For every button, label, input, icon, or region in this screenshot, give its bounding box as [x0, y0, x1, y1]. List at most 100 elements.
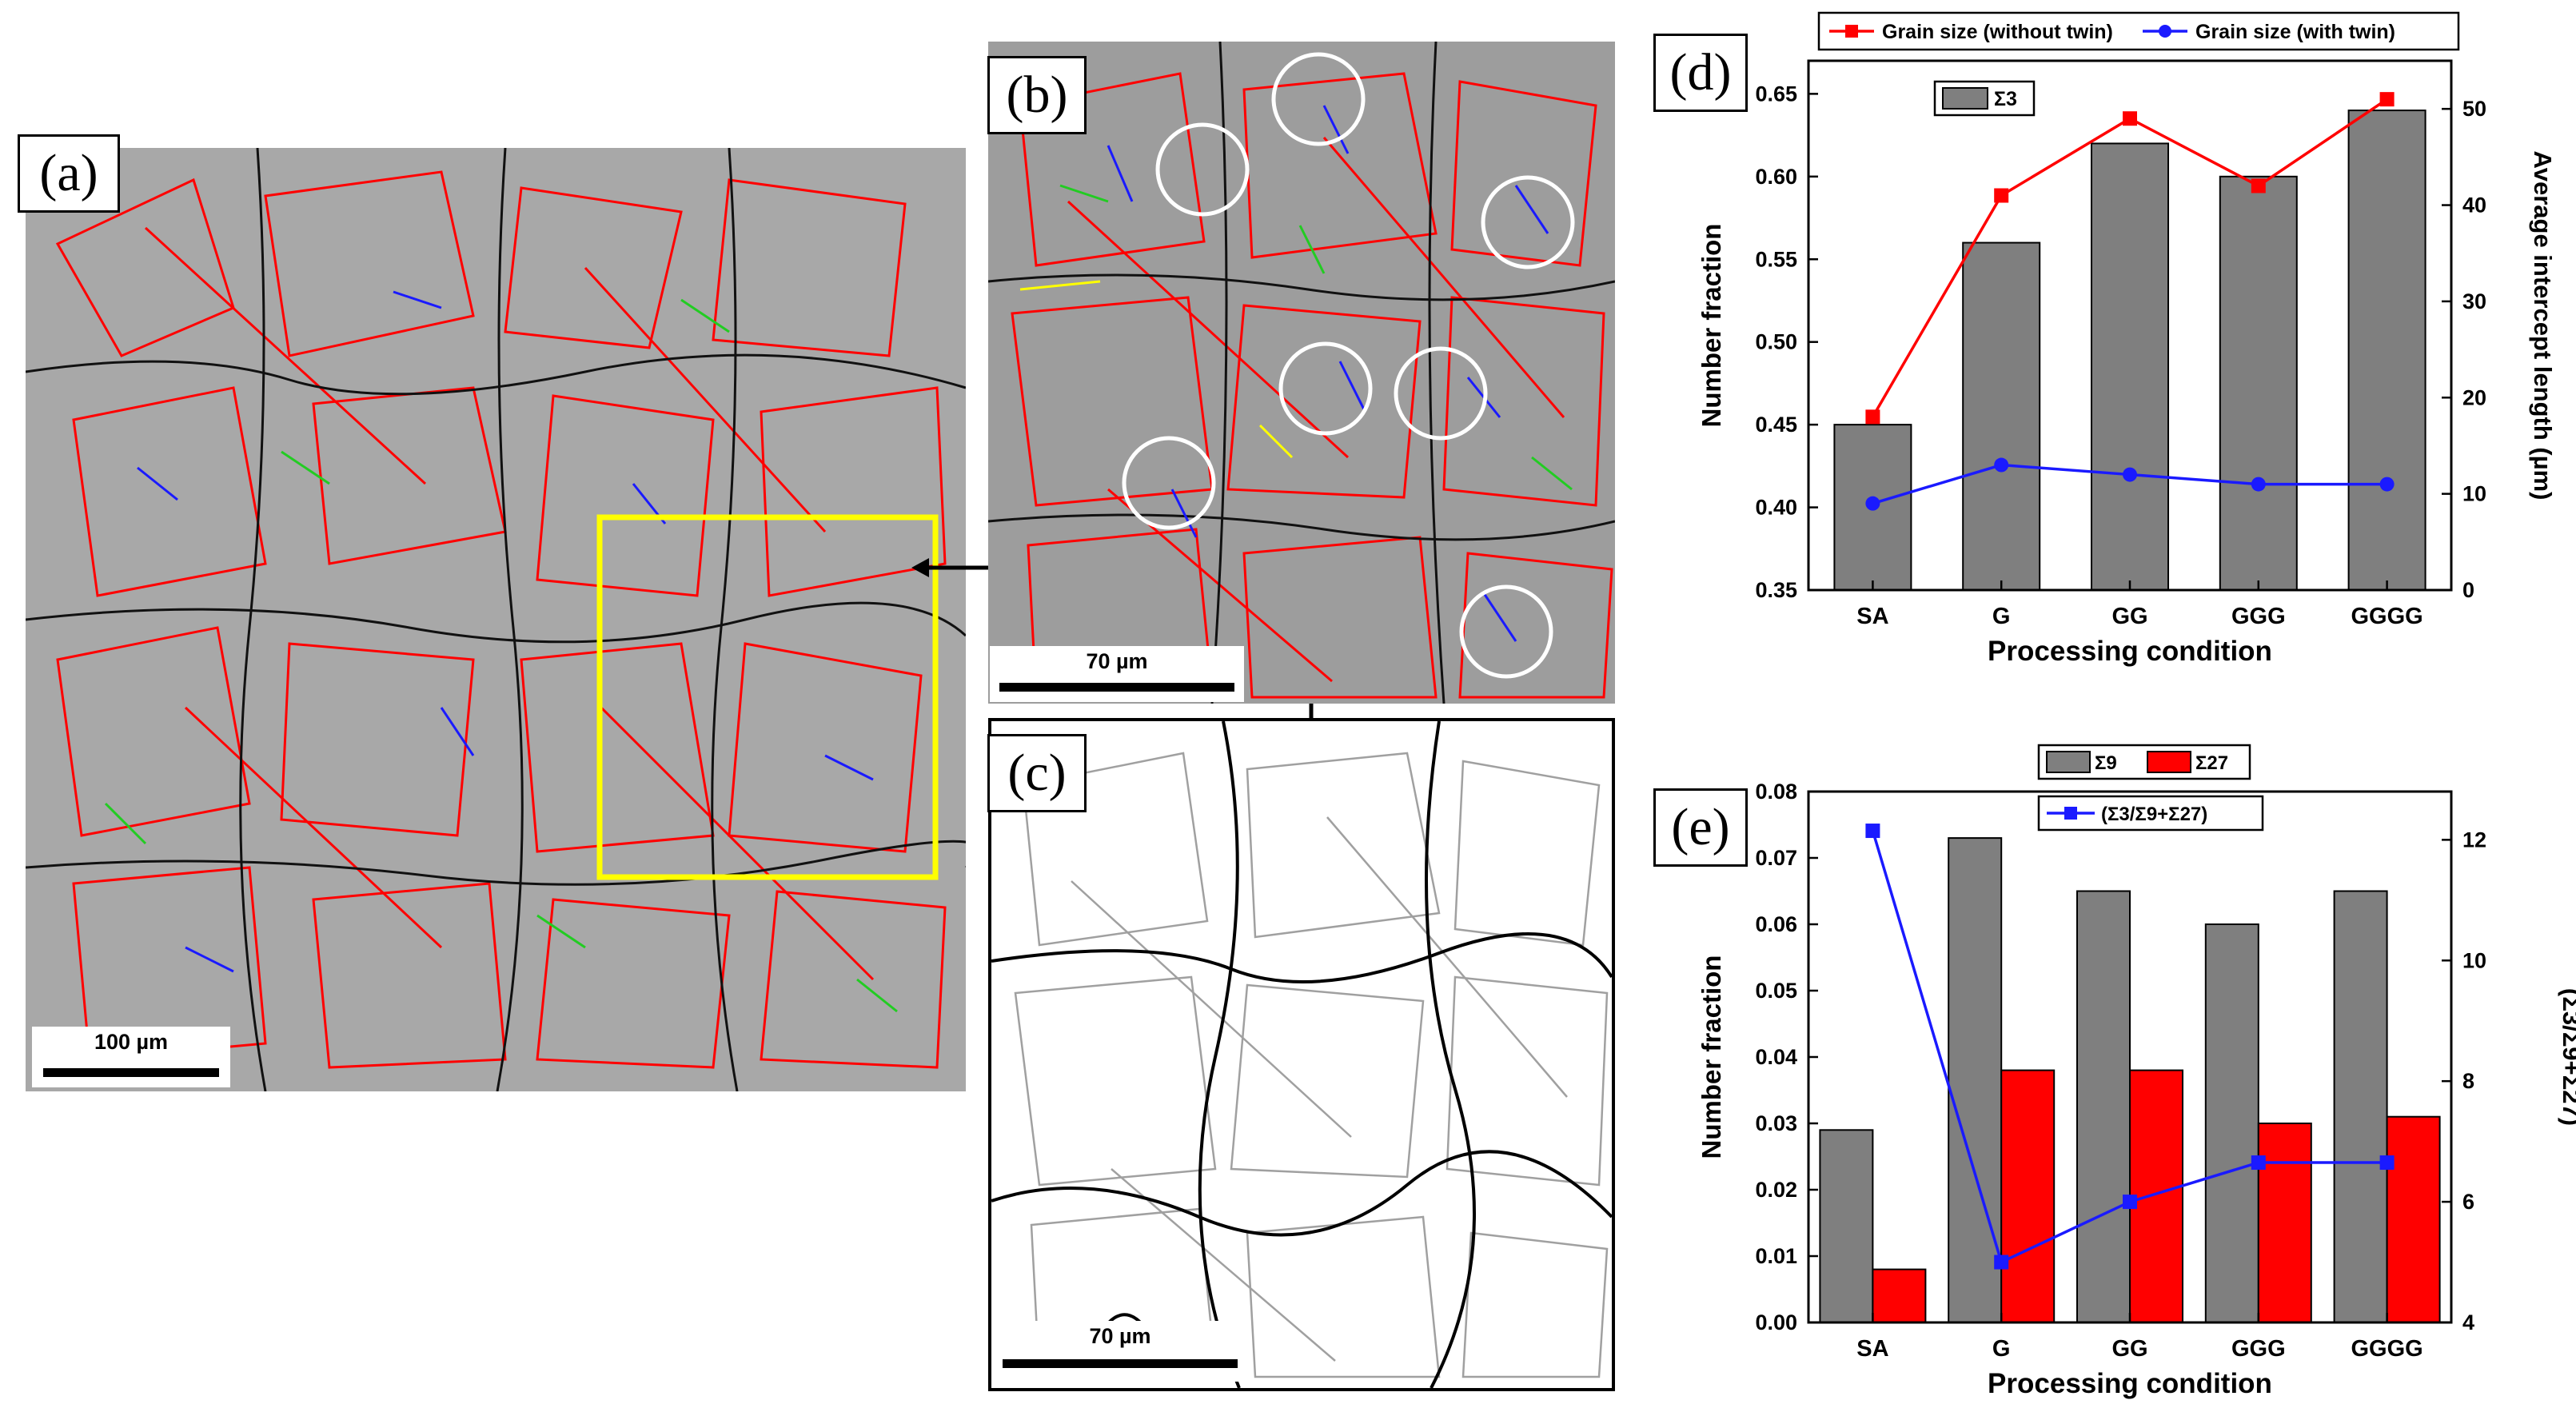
chart-e-legend-top-box [2037, 744, 2251, 780]
chart-e-bar-Σ27-GGG [2257, 1123, 2312, 1323]
chart-d-bar-Σ3-G [1962, 241, 2041, 591]
chart-e-ytick-label: 0.07 [1755, 846, 1797, 870]
chart-d-xtick-label: GGG [2231, 604, 2286, 629]
chart-d-legend-top-box [1817, 11, 2460, 51]
panel-label-d: (d) [1653, 34, 1748, 112]
chart-e-line-(Σ3/Σ9+Σ27) [1871, 830, 2387, 1264]
scale-bar-b: 70 µm [990, 646, 1244, 702]
chart-e-legend-swatch-sigma27 [2147, 751, 2191, 773]
chart-e-bar-Σ9-SA [1819, 1129, 1874, 1324]
chart-e-xtick-label: GGGG [2351, 1336, 2422, 1362]
chart-e-ytick-label: 0.05 [1755, 979, 1797, 1003]
scale-bar-c: 70 µm [993, 1321, 1247, 1382]
micrograph-c-boundaries [991, 721, 1612, 1388]
chart-d-point-Grain size (with twin)-GGG [2251, 477, 2266, 492]
chart-d-point-Grain size (without twin)-G [1994, 188, 2009, 203]
chart-e-ytick-label: 0.00 [1755, 1310, 1797, 1334]
chart-d-legend-swatch-sigma3 [1942, 87, 1988, 110]
chart-d-xtick-label: GGGG [2351, 604, 2422, 629]
chart-d-point-Grain size (without twin)-GG [2123, 111, 2137, 126]
chart-d-ytick-label: 0.40 [1755, 496, 1797, 520]
chart-d-ytick-label: 0.50 [1755, 330, 1797, 354]
chart-d-ylabel-right: Average intercept length (µm) [2529, 150, 2557, 500]
chart-e-legend-label-ratio: (Σ3/Σ9+Σ27) [2101, 804, 2207, 825]
zoom-region-box [596, 514, 939, 880]
chart-e-xtick-label: GGG [2231, 1336, 2286, 1362]
chart-e-ytick-label: 0.06 [1755, 912, 1797, 936]
chart-d-xtick-label: GG [2111, 604, 2147, 629]
chart-d-point-Grain size (with twin)-G [1994, 457, 2009, 473]
micrograph-a [26, 148, 966, 1091]
scale-bar-label-c: 70 µm [1089, 1324, 1151, 1348]
chart-d-y2tick-label: 40 [2462, 193, 2486, 217]
scale-bar-label-a: 100 µm [94, 1030, 169, 1054]
chart-e-bar-Σ9-GGG [2204, 923, 2259, 1323]
scale-bar-line-c [1003, 1359, 1238, 1368]
chart-e-y2tick-label: 8 [2462, 1069, 2474, 1093]
micrograph-c [988, 718, 1615, 1391]
chart-d-line-Grain size (with twin) [1872, 463, 2387, 505]
chart-d-point-Grain size (without twin)-GGG [2251, 178, 2266, 193]
chart-d-bar-Σ3-GG [2091, 142, 2169, 591]
chart-d-xtick-label: G [1992, 604, 2011, 629]
chart-e-y2tick-label: 6 [2462, 1190, 2474, 1214]
chart-e-bar-Σ9-GGGG [2333, 890, 2388, 1323]
chart-d-ytick-label: 0.35 [1755, 578, 1797, 602]
panel-label-b: (b) [987, 56, 1087, 134]
chart-e-bar-Σ27-SA [1872, 1268, 1927, 1323]
chart-e-ytick-label: 0.04 [1755, 1045, 1797, 1069]
chart-d-legend-label-Grain size (with twin): Grain size (with twin) [2195, 21, 2395, 43]
chart-e-ytick-label: 0.01 [1755, 1244, 1797, 1268]
chart-e-point-(Σ3/Σ9+Σ27)-G [1994, 1254, 2009, 1270]
chart-e-legend-marker-ratio [2064, 807, 2077, 820]
scale-bar-line-a [43, 1068, 219, 1077]
chart-e-ylabel-right: (Σ3/Σ9+Σ27) [2558, 988, 2576, 1126]
panel-label-c: (c) [987, 734, 1087, 812]
chart-e-y2tick-label: 10 [2462, 948, 2486, 972]
chart-d-y2tick-label: 20 [2462, 385, 2486, 409]
chart-d-point-Grain size (with twin)-GGGG [2379, 477, 2395, 492]
chart-d-y2tick-label: 50 [2462, 97, 2486, 121]
micrograph-a-grains [26, 148, 966, 1091]
chart-d-legend-label-sigma3: Σ3 [1994, 88, 2017, 110]
chart-e-bar-Σ27-G [2000, 1069, 2056, 1323]
chart-e-ytick-label: 0.02 [1755, 1178, 1797, 1202]
chart-e-bar-Σ27-GG [2129, 1069, 2183, 1323]
chart-d-bar-Σ3-GGG [2219, 175, 2298, 591]
chart-e-point-(Σ3/Σ9+Σ27)-GGG [2251, 1155, 2266, 1171]
chart-e-xlabel: Processing condition [1988, 1368, 2272, 1399]
panel-label-a: (a) [18, 134, 120, 213]
chart-d-point-Grain size (without twin)-SA [1865, 409, 1880, 425]
chart-e-bar-Σ9-GG [2076, 890, 2131, 1323]
scale-bar-line-b [999, 683, 1234, 692]
chart-d-y2tick-label: 0 [2462, 578, 2474, 602]
chart-d-legend-marker-Grain size (without twin) [1845, 25, 1858, 38]
chart-e-bar-Σ9-G [1948, 837, 2003, 1323]
chart-e-point-(Σ3/Σ9+Σ27)-GGGG [2379, 1155, 2395, 1171]
chart-e-ytick-label: 0.03 [1755, 1111, 1797, 1135]
scale-bar-label-b: 70 µm [1086, 649, 1148, 673]
chart-d-point-Grain size (without twin)-GGGG [2379, 92, 2395, 107]
chart-e-bar-Σ27-GGGG [2386, 1115, 2441, 1323]
chart-d-bar-Σ3-GGGG [2347, 110, 2426, 591]
micrograph-b-grains [988, 42, 1615, 704]
chart-d-legend-label-Grain size (without twin): Grain size (without twin) [1882, 21, 2113, 43]
chart-d-y2tick-label: 30 [2462, 289, 2486, 313]
chart-e-xtick-label: GG [2111, 1336, 2147, 1362]
chart-e-y2tick-label: 4 [2462, 1310, 2474, 1334]
chart-e-ytick-label: 0.08 [1755, 780, 1797, 804]
chart-d-legend-marker-Grain size (with twin) [2159, 25, 2171, 38]
chart-e-point-(Σ3/Σ9+Σ27)-GG [2123, 1195, 2137, 1210]
chart-e-legend-inner-box [2037, 795, 2264, 832]
chart-e-ylabel: Number fraction [1697, 955, 1726, 1159]
chart-d-y2tick-label: 10 [2462, 482, 2486, 506]
chart-d-frame [1807, 59, 2453, 592]
chart-d-ytick-label: 0.65 [1755, 82, 1797, 106]
chart-d-point-Grain size (with twin)-SA [1865, 496, 1880, 511]
chart-d-ylabel: Number fraction [1697, 224, 1726, 428]
chart-e-legend-label-sigma27: Σ27 [2195, 752, 2228, 774]
chart-d-ytick-label: 0.60 [1755, 165, 1797, 189]
chart-d-xlabel: Processing condition [1988, 636, 2272, 667]
chart-d-ytick-label: 0.45 [1755, 413, 1797, 437]
chart-e-xtick-label: G [1992, 1336, 2011, 1362]
